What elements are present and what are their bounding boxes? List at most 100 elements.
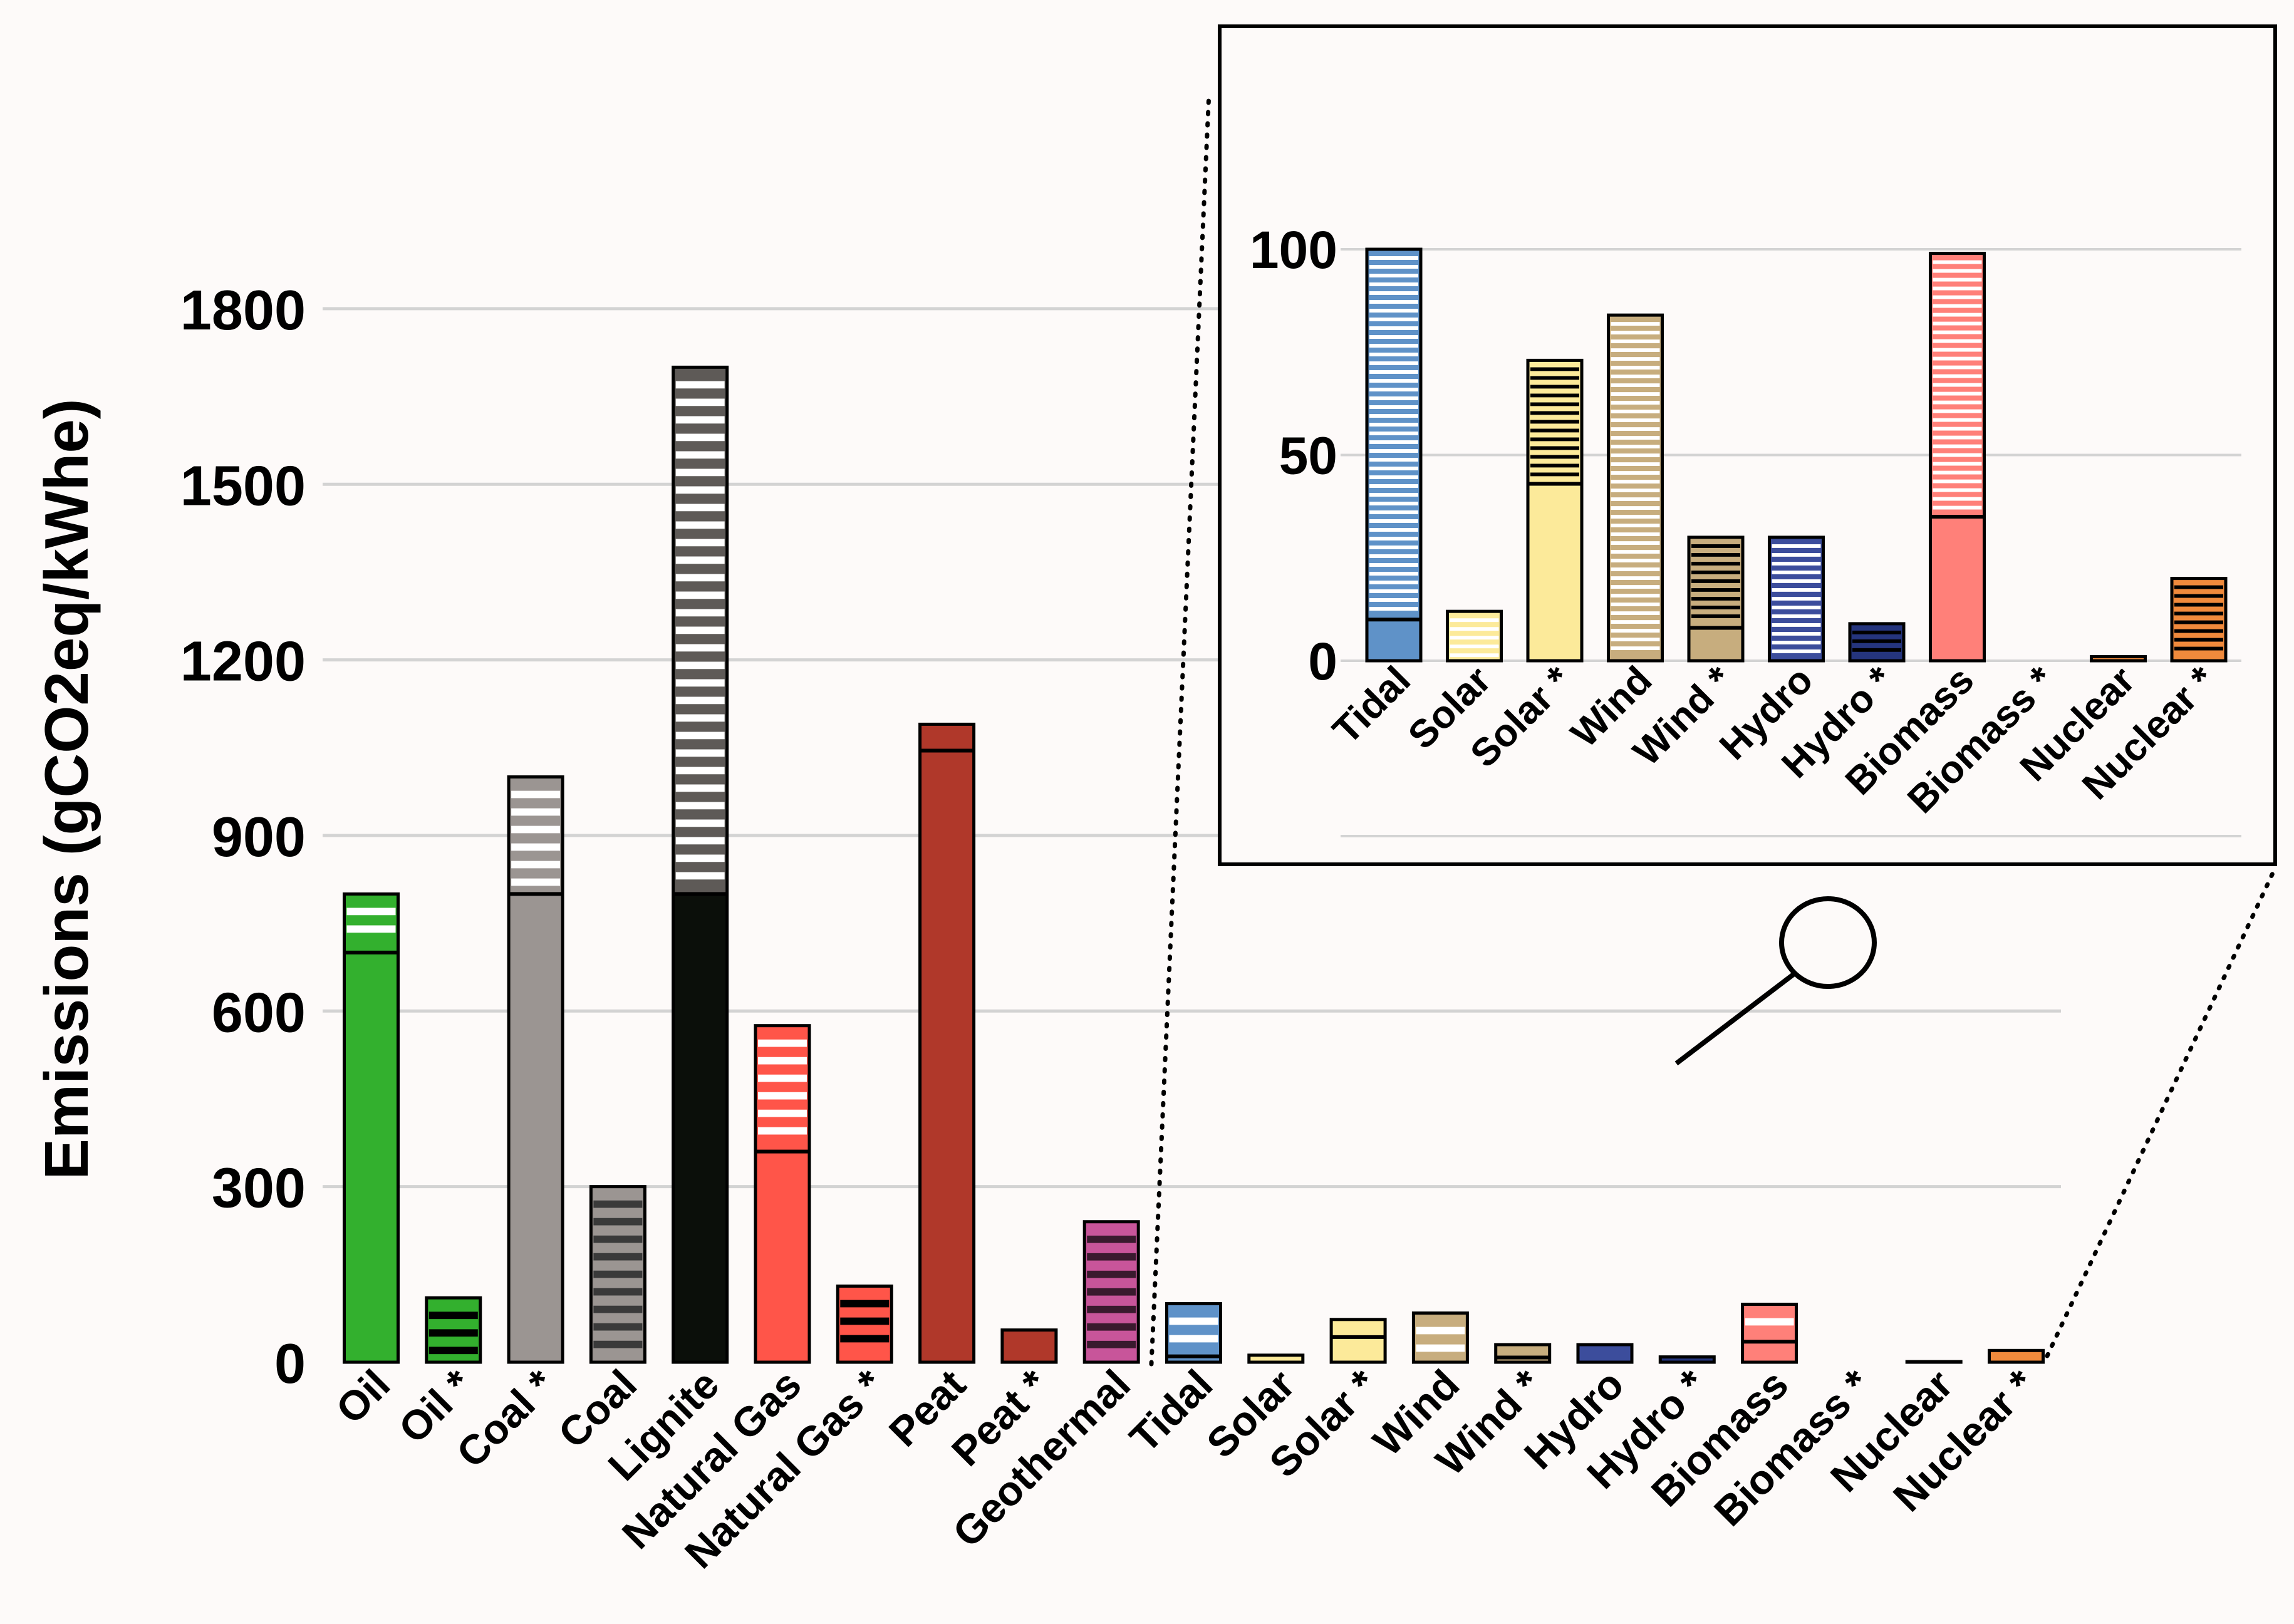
main-bar-wind-outline — [1411, 1311, 1469, 1364]
main-bar-oil-solid — [344, 952, 398, 1362]
main-bar-wind — [1411, 1311, 1469, 1364]
main-bar-wind-range — [1413, 1313, 1468, 1362]
zoom-connector-left — [1149, 90, 1212, 1367]
main-x-label-tidal: Tidal — [1121, 1361, 1221, 1461]
main-y-tick-600: 600 — [212, 981, 306, 1044]
main-bar-solar — [1247, 1353, 1305, 1364]
main-bar-tidal-outline — [1165, 1302, 1222, 1364]
main-bar-coal-star-outline — [507, 775, 564, 1364]
zoom-connector-right — [2045, 868, 2276, 1358]
main-bar-biomass-outline — [1741, 1302, 1798, 1364]
inset-bar-nuclear-star — [2170, 577, 2228, 663]
main-bar-peat-range — [920, 724, 974, 751]
main-bar-hydro-star — [1658, 1355, 1716, 1364]
inset-bars — [1365, 247, 2228, 663]
main-bar-lignite-stripes — [675, 381, 725, 880]
inset-bar-tidal — [1365, 247, 1423, 663]
inset-bar-biomass-stripes — [1933, 260, 1982, 510]
main-bar-oil-star-outline — [425, 1296, 482, 1364]
magnifier-icon — [1674, 896, 1877, 1066]
main-bar-natural-gas — [754, 1024, 811, 1364]
main-bar-natural-gas-star-stripes — [840, 1300, 890, 1343]
main-bar-peat-star-outline — [1000, 1328, 1058, 1364]
inset-bar-biomass — [1929, 252, 1986, 663]
main-bar-solar-star-range — [1331, 1319, 1386, 1337]
main-bar-hydro-star-outline — [1658, 1355, 1716, 1364]
main-bar-peat-star — [1000, 1328, 1058, 1364]
main-bar-geothermal — [1082, 1220, 1140, 1364]
inset-y-tick-50: 50 — [1279, 427, 1337, 485]
inset-bar-tidal-stripes — [1369, 256, 1418, 611]
main-y-tick-0: 0 — [274, 1333, 306, 1395]
main-bars — [343, 365, 2045, 1364]
main-bar-oil-star-stripes — [428, 1311, 478, 1355]
main-bar-oil-outline — [343, 892, 400, 1364]
main-bar-solar-star-solid — [1331, 1337, 1386, 1362]
main-bar-tidal-stripes — [1169, 1317, 1218, 1343]
inset-bar-wind-star-stripes — [1691, 544, 1740, 618]
inset-bar-hydro-star — [1848, 622, 1906, 663]
main-bar-geothermal-stripes — [1087, 1235, 1136, 1348]
main-y-tick-1500: 1500 — [180, 455, 306, 517]
y-axis-label: Emissions (gCO2eq/kWhe) — [32, 398, 101, 1179]
main-bar-solar-star-outline — [1329, 1318, 1387, 1364]
main-bar-peat — [918, 722, 976, 1364]
inset-bar-hydro-star-outline — [1848, 622, 1906, 663]
main-bar-oil-stripes — [346, 908, 396, 933]
inset-bar-biomass-solid — [1930, 517, 1985, 661]
inset-bar-solar-star — [1526, 358, 1584, 663]
main-bar-hydro-star-range — [1660, 1357, 1715, 1362]
inset-bar-solar-star-outline — [1526, 358, 1584, 663]
main-y-tick-300: 300 — [212, 1157, 306, 1220]
inset-bar-tidal-solid — [1367, 619, 1421, 661]
main-bar-coal-star-solid — [509, 894, 563, 1362]
main-bar-hydro — [1576, 1343, 1634, 1364]
inset-bar-solar — [1446, 609, 1503, 663]
inset-bar-wind-star-outline — [1687, 535, 1745, 663]
main-y-tick-1800: 1800 — [180, 279, 306, 342]
inset-bar-wind-outline — [1607, 313, 1664, 663]
main-bar-nuclear-star-outline — [1988, 1348, 2045, 1364]
main-bar-wind-star-outline — [1494, 1343, 1552, 1364]
main-y-tick-900: 900 — [212, 806, 306, 869]
main-bar-hydro-range — [1578, 1344, 1632, 1362]
main-bar-tidal-range — [1166, 1303, 1221, 1357]
main-bar-nuclear-star — [1988, 1348, 2045, 1364]
inset-bar-nuclear — [2090, 654, 2147, 663]
main-bar-solar-star — [1329, 1318, 1387, 1364]
main-bar-coal — [589, 1185, 646, 1364]
main-bar-natural-gas-outline — [754, 1024, 811, 1364]
inset-bar-solar-star-stripes — [1530, 367, 1579, 477]
main-bar-natural-gas-star — [836, 1285, 893, 1364]
main-bar-hydro-outline — [1576, 1343, 1634, 1364]
main-bar-biomass — [1741, 1302, 1798, 1364]
inset-bar-nuclear-star-outline — [2170, 577, 2228, 663]
main-bar-solar-range — [1248, 1355, 1303, 1362]
inset-bar-hydro-star-stripes — [1852, 630, 1901, 652]
inset-bar-wind — [1607, 313, 1664, 663]
main-bar-tidal-solid — [1166, 1356, 1221, 1362]
main-bar-peat-outline — [918, 722, 976, 1364]
inset-y-tick-0: 0 — [1308, 632, 1337, 691]
main-bar-peat-solid — [920, 750, 974, 1362]
main-bar-wind-star-range — [1495, 1344, 1550, 1358]
main-y-tick-labels: 0 300 600 900 1200 1500 1800 — [180, 279, 306, 1395]
inset-bar-solar-stripes — [1450, 618, 1499, 658]
main-bar-natural-gas-solid — [755, 1151, 809, 1362]
main-bar-coal-star-stripes — [511, 790, 561, 886]
inset-bar-hydro-outline — [1768, 535, 1825, 663]
inset-bar-wind-star-solid — [1689, 628, 1743, 661]
main-y-tick-1200: 1200 — [180, 631, 306, 693]
main-bar-nuclear-star-range — [1989, 1350, 2043, 1362]
zoom-connector-lines — [1149, 90, 2276, 1367]
main-bar-geothermal-outline — [1082, 1220, 1140, 1364]
inset-bar-tidal-outline — [1365, 247, 1423, 663]
main-bar-oil-star — [425, 1296, 482, 1364]
main-bar-biomass-solid — [1742, 1342, 1797, 1362]
main-x-label-oil: Oil — [327, 1361, 399, 1433]
main-bar-coal-outline — [589, 1185, 646, 1364]
